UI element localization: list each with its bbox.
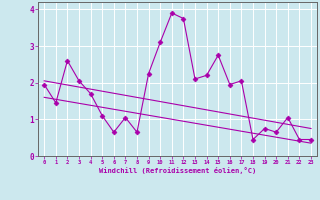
X-axis label: Windchill (Refroidissement éolien,°C): Windchill (Refroidissement éolien,°C) xyxy=(99,167,256,174)
